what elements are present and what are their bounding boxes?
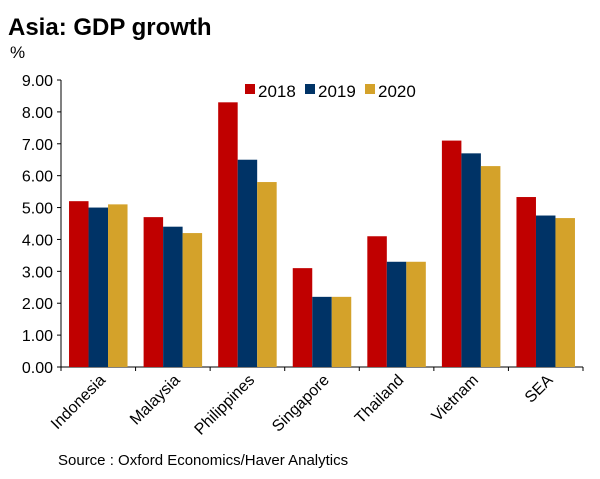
x-tick-label: Vietnam xyxy=(429,372,482,425)
bar-2019-thailand xyxy=(386,261,407,367)
bar-2020-singapore xyxy=(331,296,352,367)
bar-2018-singapore xyxy=(292,268,313,367)
source-note: Source : Oxford Economics/Haver Analytic… xyxy=(58,452,349,469)
bar-2019-singapore xyxy=(312,296,332,367)
bar-2019-sea xyxy=(535,215,556,367)
y-tick-label: 8.00 xyxy=(22,105,53,122)
bar-2020-thailand xyxy=(406,261,426,367)
y-tick-label: 4.00 xyxy=(22,232,53,249)
y-tick-label: 2.00 xyxy=(22,296,53,313)
bar-2019-vietnam xyxy=(461,153,481,367)
y-axis-unit: % xyxy=(10,43,26,62)
y-tick-label: 5.00 xyxy=(22,201,53,218)
bar-2018-malaysia xyxy=(143,217,164,367)
x-tick-label: SEA xyxy=(522,372,557,407)
x-tick-label: Thailand xyxy=(352,372,407,427)
x-tick-label: Malaysia xyxy=(127,372,184,429)
bar-2018-philippines xyxy=(218,102,238,368)
legend-swatch-2018 xyxy=(245,84,255,94)
bar-2020-malaysia xyxy=(182,233,203,367)
chart-title: Asia: GDP growth xyxy=(8,14,212,41)
y-tick-label: 7.00 xyxy=(22,137,53,154)
legend-swatch-2020 xyxy=(365,84,375,94)
x-tick-label: Singapore xyxy=(269,372,333,436)
y-tick-label: 0.00 xyxy=(22,360,53,377)
bar-2018-thailand xyxy=(367,236,387,367)
bar-2020-philippines xyxy=(257,182,277,367)
y-tick-label: 3.00 xyxy=(22,264,53,281)
bar-2020-vietnam xyxy=(480,166,501,367)
legend-label-2019: 2019 xyxy=(318,82,356,101)
bar-2018-indonesia xyxy=(69,201,89,367)
bar-2018-sea xyxy=(516,197,536,367)
x-tick-label: Philippines xyxy=(192,372,259,439)
legend-label-2020: 2020 xyxy=(378,82,416,101)
y-tick-label: 1.00 xyxy=(22,328,53,345)
legend-swatch-2019 xyxy=(305,84,315,94)
y-tick-label: 9.00 xyxy=(22,73,53,90)
y-tick-label: 6.00 xyxy=(22,169,53,186)
bar-2020-sea xyxy=(555,218,575,367)
bar-2019-philippines xyxy=(237,159,258,367)
bar-2018-vietnam xyxy=(441,140,462,367)
bar-2020-indonesia xyxy=(108,204,128,367)
legend-label-2018: 2018 xyxy=(258,82,296,101)
x-tick-label: Indonesia xyxy=(48,372,109,433)
bar-2019-malaysia xyxy=(163,226,183,367)
bar-2019-indonesia xyxy=(88,207,109,367)
